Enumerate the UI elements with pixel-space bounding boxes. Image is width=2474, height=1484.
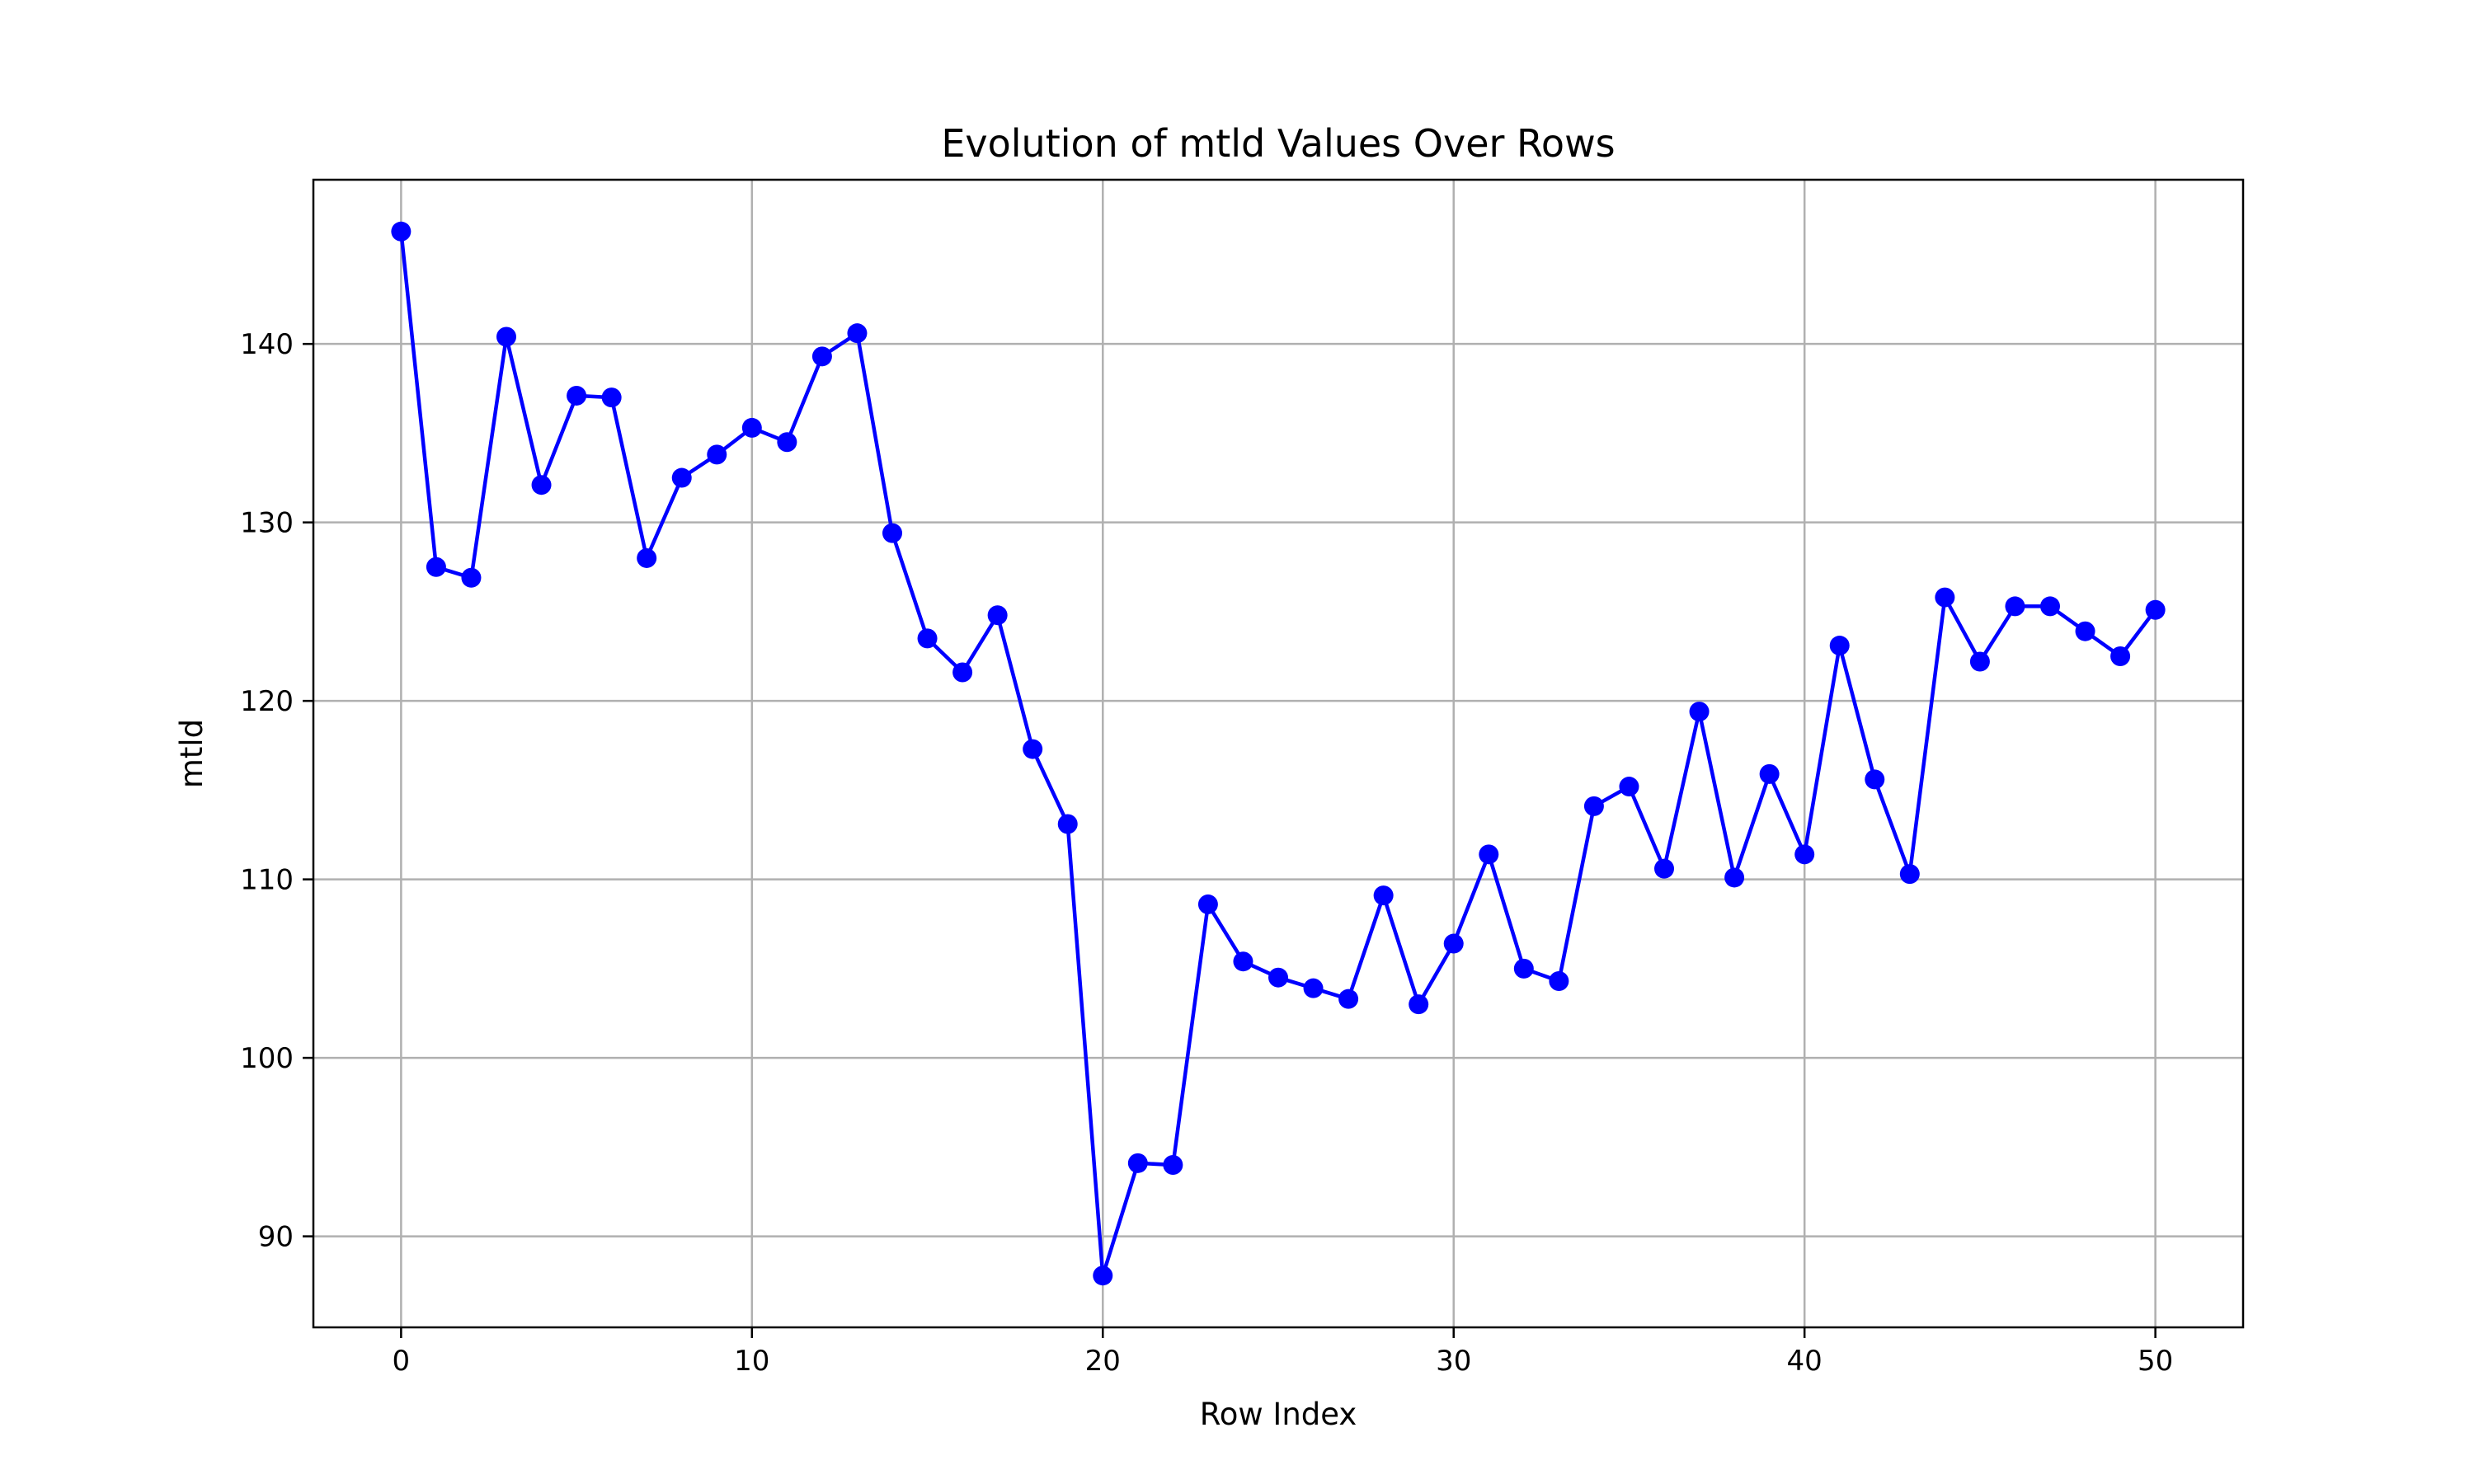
data-point <box>391 221 412 242</box>
data-point <box>2040 596 2060 617</box>
data-point <box>707 444 727 465</box>
chart-title: Evolution of mtld Values Over Rows <box>941 121 1615 166</box>
data-point <box>496 326 516 347</box>
y-tick-label: 120 <box>240 685 294 718</box>
data-point <box>2145 599 2166 620</box>
plot-frame <box>312 178 2245 1329</box>
data-point <box>987 605 1008 626</box>
data-point <box>567 385 587 406</box>
data-point <box>1409 994 1429 1015</box>
data-point <box>1689 702 1710 722</box>
y-tick-label: 110 <box>240 864 294 897</box>
x-axis-label: Row Index <box>1200 1397 1357 1432</box>
grid-lines <box>313 180 2243 1327</box>
data-point <box>777 432 797 453</box>
data-point <box>1935 587 1955 608</box>
data-point <box>1163 1154 1183 1175</box>
data-point <box>1619 777 1639 797</box>
data-point <box>1829 636 1850 656</box>
x-tick-label: 20 <box>1085 1345 1121 1378</box>
data-point <box>1233 951 1253 972</box>
x-tick-label: 10 <box>734 1345 769 1378</box>
data-point <box>671 467 692 488</box>
series-layer <box>391 221 2166 1286</box>
data-point <box>637 547 657 568</box>
data-point <box>426 556 446 577</box>
data-point <box>1549 971 1569 992</box>
data-point <box>1093 1266 1113 1286</box>
x-tick-label: 40 <box>1787 1345 1823 1378</box>
x-tick-label: 0 <box>393 1345 411 1378</box>
data-point <box>1899 864 1920 885</box>
data-point <box>811 346 832 367</box>
data-point <box>1197 894 1218 914</box>
y-tick-label: 140 <box>240 328 294 361</box>
data-point <box>1969 651 1990 672</box>
x-tick-label: 30 <box>1436 1345 1471 1378</box>
data-point <box>2075 621 2095 641</box>
x-tick-label: 50 <box>2138 1345 2173 1378</box>
data-point <box>952 662 973 683</box>
data-point <box>1724 867 1745 888</box>
data-point <box>1338 989 1359 1009</box>
data-point <box>1057 814 1078 834</box>
data-point <box>1583 796 1604 816</box>
data-point <box>2005 596 2025 617</box>
data-point <box>461 567 482 588</box>
data-point <box>1268 967 1288 988</box>
y-tick-label: 90 <box>258 1221 294 1254</box>
data-point <box>1303 978 1324 998</box>
data-point <box>1373 885 1394 906</box>
data-point <box>917 628 938 649</box>
data-point <box>1127 1153 1148 1173</box>
data-point <box>601 387 622 408</box>
y-tick-label: 130 <box>240 507 294 540</box>
data-point <box>741 417 762 438</box>
data-point <box>1794 844 1815 865</box>
data-point <box>1865 769 1885 790</box>
data-point <box>847 323 868 344</box>
y-axis-label: mtld <box>174 719 209 788</box>
axis-ticks: 0 10 20 30 40 50 90 100 110 120 130 140 <box>240 328 2173 1378</box>
data-point <box>1513 958 1534 979</box>
data-point <box>2110 646 2131 667</box>
data-point <box>1479 844 1499 865</box>
data-point <box>1759 763 1780 784</box>
data-point <box>882 523 902 543</box>
data-point <box>1654 858 1674 879</box>
data-point <box>1023 739 1043 759</box>
data-point <box>1443 933 1464 954</box>
data-point <box>531 475 552 495</box>
y-tick-label: 100 <box>240 1042 294 1075</box>
